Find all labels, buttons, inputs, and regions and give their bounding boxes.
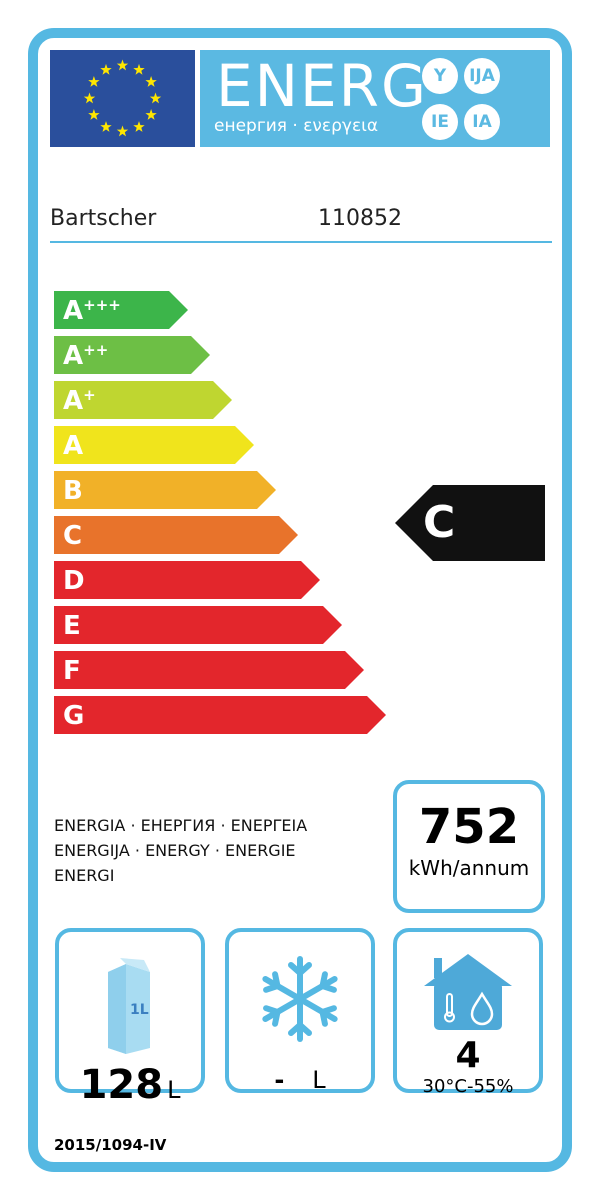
scale-letter: C [63,521,83,551]
scale-plus: + [83,386,96,404]
suffix-badge: IE [422,104,458,140]
brand-name: Bartscher [50,206,157,231]
star-icon [149,92,162,104]
frozen-volume-box: -L [225,928,375,1094]
scale-letter: A [63,341,84,371]
scale-letter: D [63,566,85,596]
energy-words: ENERGIJA · ENERGY · ENERGIE [54,841,296,860]
scale-letter: F [63,656,81,686]
star-icon [88,76,100,87]
climate-class-box: 4 30°C-55% [393,928,543,1097]
carton-label: 1L [130,1002,149,1018]
star-icon [133,63,145,75]
consumption-box: 752 kWh/annum [393,780,545,913]
energy-subtitle: енергия · ενεργεια [214,116,379,136]
frozen-volume-value: - [274,1066,285,1094]
divider [50,241,552,243]
star-icon [100,63,112,75]
scale-letter: A [63,431,84,461]
milk-carton-icon: 1L [108,958,150,1054]
scale-plus: ++ [83,341,109,359]
scale-plus: +++ [83,296,121,314]
suffix-badge: IJA [464,58,500,94]
scale-bar: A [54,426,254,464]
star-icon [133,121,145,132]
droplet-icon [470,991,494,1026]
climate-class-value: 4 [455,1035,481,1076]
eu-stars-icon [83,59,162,137]
fresh-volume-box: 1L 128 L [55,928,205,1108]
eu-flag [50,50,195,147]
star-icon [145,76,157,87]
scale-bar: F [54,651,364,689]
energy-words: ENERGIA · ЕНЕРГИЯ · ΕΝΕΡΓΕΙΑ [54,816,308,835]
energy-logo-text: ENERG [216,52,428,120]
scale-letter: A [63,296,84,326]
model-number: 110852 [318,206,402,231]
star-icon [83,92,96,104]
scale-bar: A++ [54,336,210,374]
star-icon [88,109,100,120]
scale-bar: C [54,516,298,554]
fresh-volume-unit: L [167,1076,181,1104]
scale-letter: E [63,611,81,641]
suffix-badge: IA [464,104,500,140]
label-frame [28,28,572,1172]
climate-conditions: 30°C-55% [422,1076,514,1097]
snowflake-icon [260,956,340,1044]
consumption-value: 752 [418,799,520,855]
consumption-unit: kWh/annum [408,856,530,880]
star-icon [100,121,112,132]
energy-banner: ENERG енергия · ενεργεια Y IJA IE IA [200,50,550,147]
house-climate-icon [424,954,512,1030]
regulation-reference: 2015/1094-IV [54,1136,167,1154]
star-icon [116,125,129,137]
scale-letter: A [63,386,84,416]
scale-letter: B [63,476,83,506]
scale-bar: A+ [54,381,232,419]
star-icon [116,59,129,71]
scale-bar: B [54,471,276,509]
suffix-badge: Y [422,58,458,94]
frozen-volume-unit: L [312,1066,326,1094]
fresh-volume-value: 128 [79,1062,164,1108]
thermometer-icon [446,993,453,1017]
scale-letter: G [63,701,85,731]
scale-bar: A+++ [54,291,188,329]
scale-bar: E [54,606,342,644]
scale-bar: D [54,561,320,599]
scale-bar: G [54,696,386,734]
star-icon [145,109,157,120]
energy-words: ENERGI [54,866,115,885]
